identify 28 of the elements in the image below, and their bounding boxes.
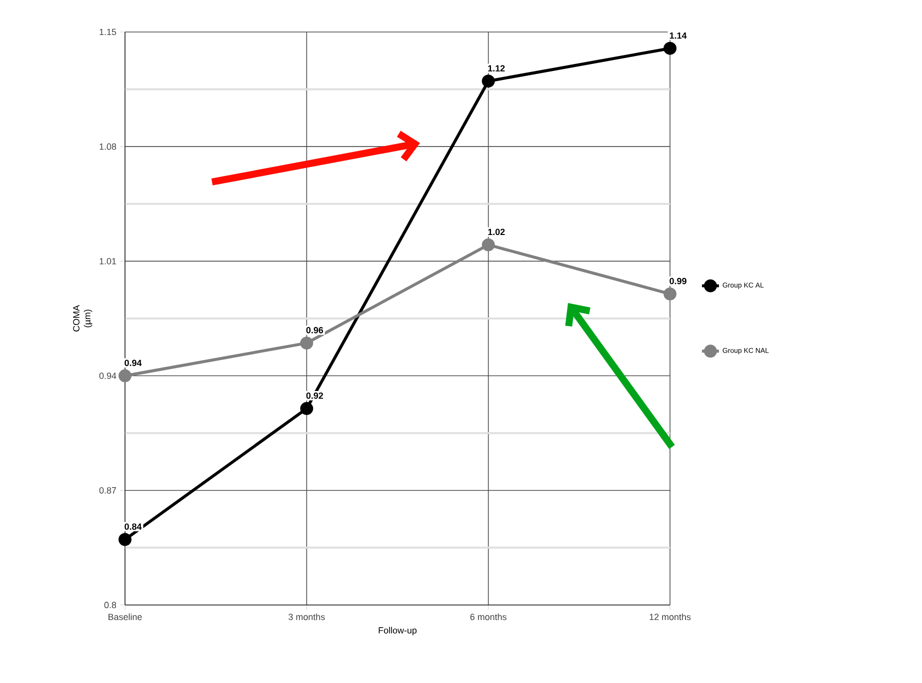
- x-tick-label: 3 months: [288, 614, 325, 620]
- point: [664, 42, 676, 55]
- y-tick-label: 0.94: [99, 372, 116, 379]
- data-label: 0.94: [124, 360, 142, 366]
- data-label: 0.84: [124, 523, 142, 530]
- point: [300, 336, 314, 350]
- x-tick-label: 12 months: [650, 614, 691, 620]
- point: [482, 238, 495, 252]
- y-axis-title: COMA (µm): [73, 305, 92, 332]
- data-label: 0.99: [670, 278, 686, 284]
- x-axis-title: Follow-up: [378, 626, 417, 636]
- y-tick-label: 0.8: [104, 602, 116, 608]
- y-tick-label: 1.01: [100, 258, 116, 264]
- data-label: 1.14: [670, 32, 687, 39]
- data-label: 1.02: [488, 228, 505, 236]
- point: [482, 74, 495, 88]
- point: [118, 533, 132, 546]
- y-tick-label: 1.08: [100, 143, 116, 150]
- data-label: 1.12: [488, 65, 505, 72]
- y-tick-label: 0.87: [99, 487, 116, 494]
- x-tick-label: 6 months: [470, 614, 506, 620]
- data-label: 0.92: [306, 392, 324, 399]
- point: [664, 287, 676, 300]
- y-tick-label: 1.15: [100, 28, 116, 36]
- data-label: 0.96: [306, 326, 324, 334]
- x-tick-label: Baseline: [108, 614, 142, 620]
- point: [118, 369, 132, 382]
- point: [300, 402, 314, 416]
